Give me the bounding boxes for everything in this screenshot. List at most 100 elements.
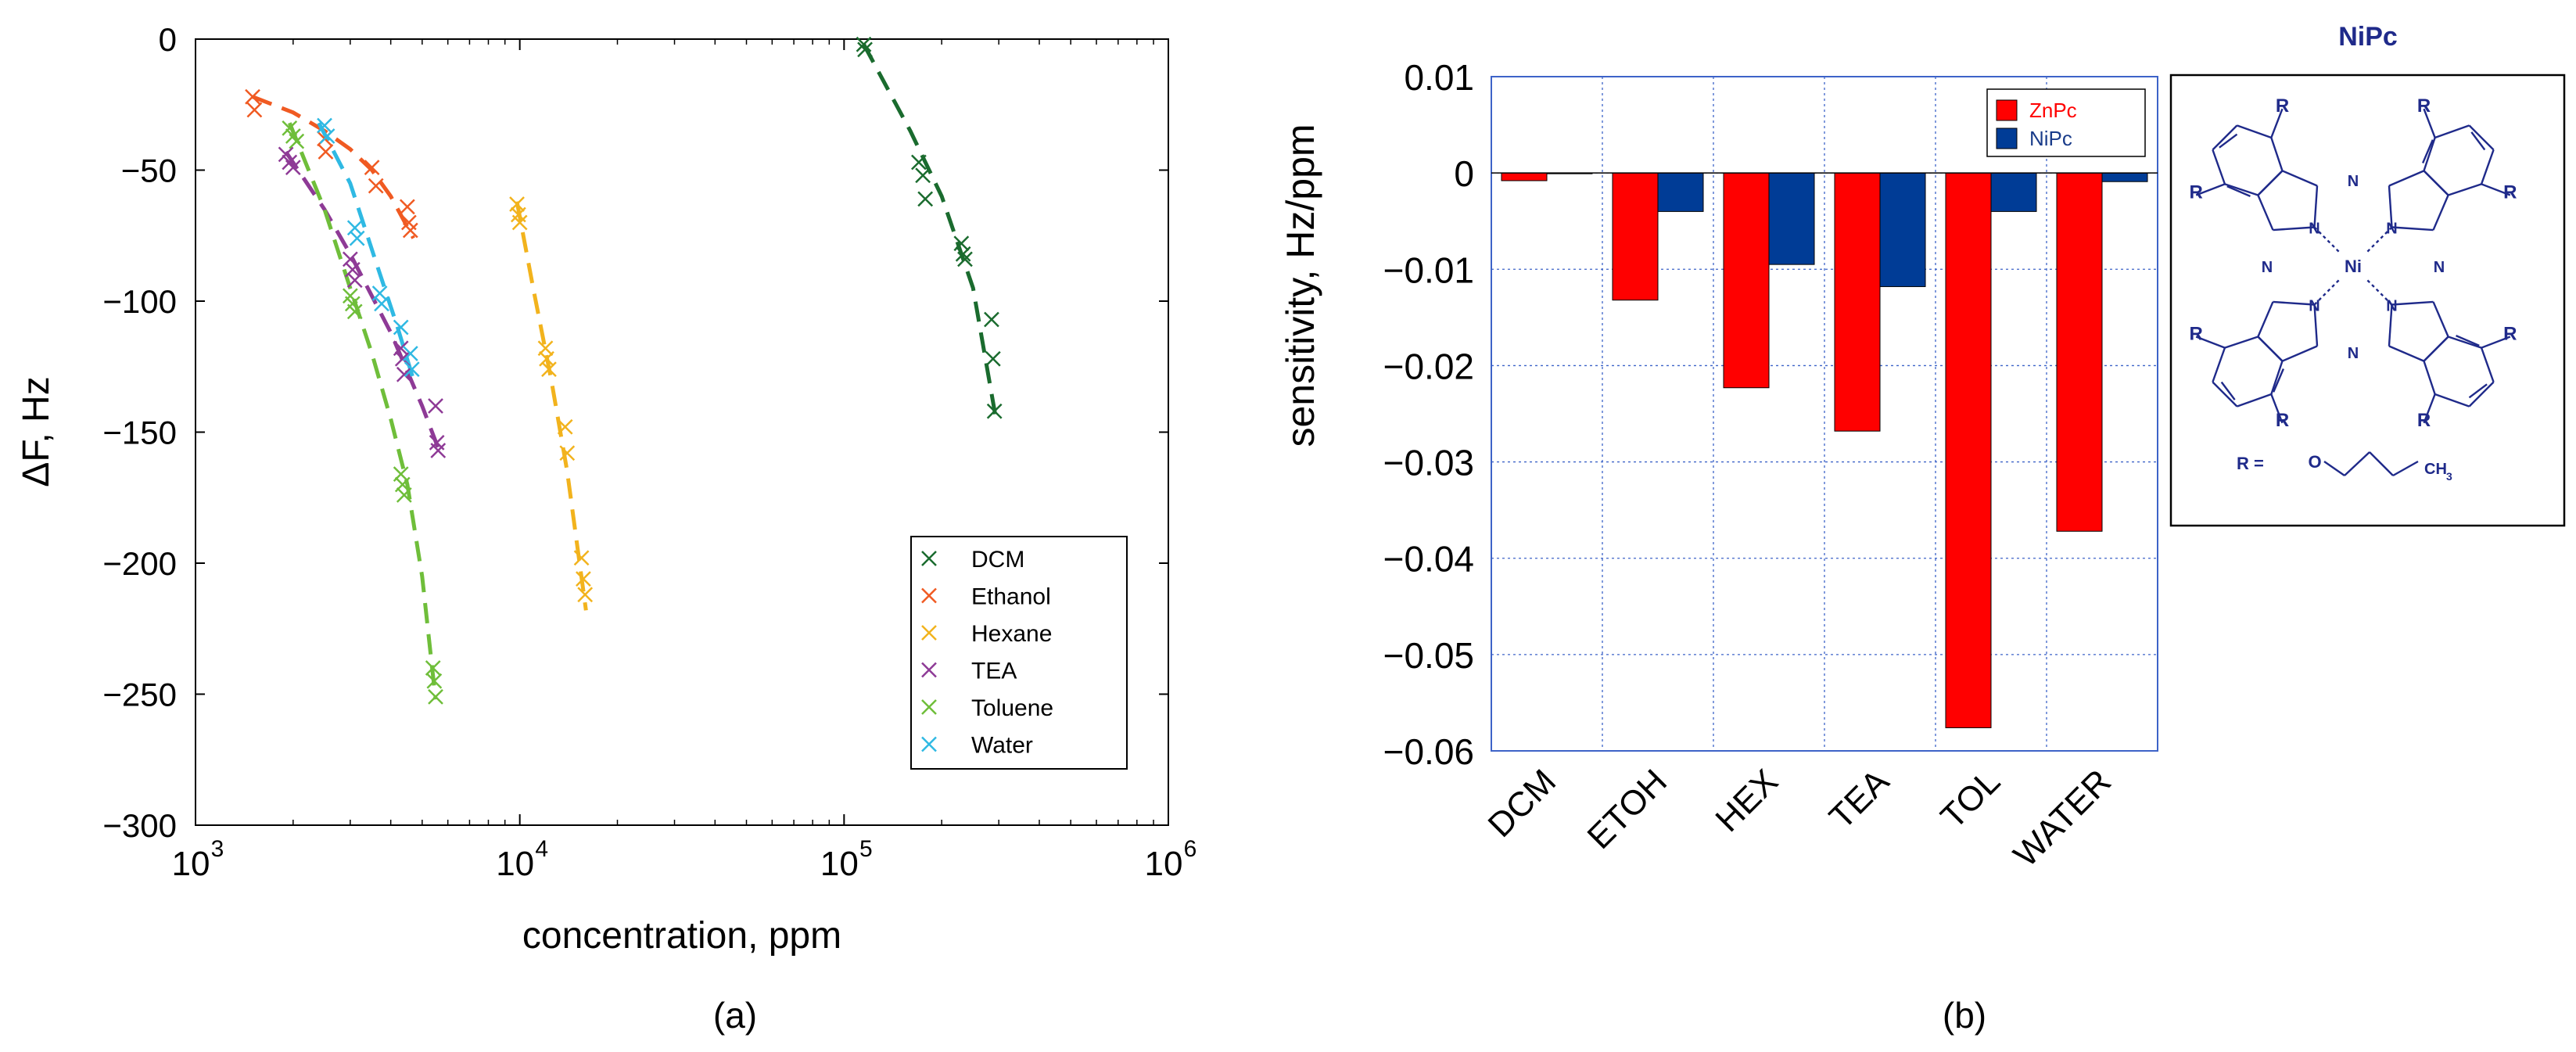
chart-a-x-tick-base: 10: [820, 845, 859, 883]
structure-bridge-n-label: N: [2348, 173, 2359, 190]
point-ethanol: [364, 160, 380, 176]
bond: [2391, 226, 2434, 232]
point-tea: [278, 146, 294, 163]
chart-b-bars: [1491, 172, 2158, 728]
fit-curve-ethanol: [252, 95, 415, 239]
point-hexane: [541, 361, 557, 377]
bond: [2237, 393, 2272, 408]
legend-label-tea: TEA: [971, 659, 1017, 684]
bar-znpc-tol: [1945, 172, 1992, 728]
bond: [2480, 149, 2495, 185]
structure-metal-label: Ni: [2345, 257, 2362, 276]
chart-a-y-tick-label: −100: [102, 283, 177, 320]
chart-a-legend-box: [910, 536, 1128, 770]
bond: [2480, 347, 2495, 382]
chart-b-y-tick-label: 0.01: [1404, 57, 1474, 98]
bar-nipc-tea: [1879, 172, 1926, 287]
chain-bond: [2392, 460, 2419, 477]
bond: [2423, 393, 2436, 424]
chart-b-plot-frame: [1491, 76, 2158, 752]
structure-n-label: N: [2386, 221, 2397, 238]
chart-a-x-tick-base: 10: [172, 845, 210, 883]
panel-label-b: (b): [1943, 995, 1986, 1036]
legend-swatch-nipc: [1996, 127, 2018, 149]
point-hexane: [557, 418, 573, 435]
legend-label-toluene: Toluene: [971, 695, 1053, 721]
point-dcm: [856, 36, 872, 52]
point-toluene: [428, 688, 443, 705]
bar-znpc-dcm: [1501, 172, 1548, 181]
chart-b-y-tick-label: −0.06: [1383, 731, 1474, 772]
chart-a-x-tick-base: 10: [496, 845, 534, 883]
legend-label-hexane: Hexane: [971, 621, 1052, 647]
point-dcm: [911, 154, 927, 171]
bond: [2448, 336, 2482, 349]
chain-bond: [2369, 451, 2394, 476]
legend-label-dcm: DCM: [971, 547, 1024, 573]
bond: [2388, 304, 2393, 346]
point-hexane: [577, 587, 594, 603]
point-water: [393, 319, 409, 336]
structure-n-label: N: [2386, 297, 2397, 314]
bond: [2212, 347, 2226, 382]
point-tea: [430, 443, 447, 458]
structure-r-label: R: [2503, 324, 2517, 345]
point-toluene: [426, 673, 443, 689]
bond: [2391, 300, 2434, 306]
bond: [2257, 336, 2284, 362]
bond: [2448, 183, 2482, 196]
bond: [2219, 133, 2238, 149]
point-hexane: [511, 214, 528, 231]
bond: [2468, 124, 2495, 151]
legend-marker-toluene: [921, 699, 937, 715]
bond: [2273, 226, 2315, 232]
structure-r-label: R: [2276, 95, 2289, 117]
bar-znpc-hex: [1723, 172, 1770, 389]
bond: [2226, 185, 2251, 198]
bond: [2313, 304, 2319, 346]
structure-substituent-prefix: R =: [2237, 454, 2264, 473]
point-water: [346, 220, 363, 236]
chart-b-x-tick-label: TOL: [1933, 762, 2007, 836]
chart-b-y-tick-label: −0.05: [1383, 635, 1474, 676]
bond: [2195, 183, 2226, 196]
structure-r-label: R: [2190, 181, 2203, 203]
chain-bond: [2323, 461, 2345, 476]
structure-oxygen-label: O: [2308, 452, 2321, 472]
chart-b-y-tick-label: −0.03: [1383, 443, 1474, 483]
chart-b-y-tick-label: 0: [1454, 153, 1474, 194]
legend-label-ethanol: Ethanol: [971, 584, 1051, 610]
fit-curve-water: [317, 122, 416, 381]
structure-r-label: R: [2503, 181, 2517, 203]
fit-curve-dcm: [862, 43, 999, 422]
bond: [2282, 170, 2318, 187]
point-tea: [342, 251, 358, 267]
fit-curve-hexane: [515, 201, 588, 611]
chart-b-y-tick-label: −0.01: [1383, 250, 1474, 290]
point-toluene: [289, 133, 305, 149]
chart-a-x-tick-label: 10 3: [172, 836, 224, 883]
structure-bridge-n-label: N: [2434, 259, 2445, 276]
bond: [2195, 336, 2226, 349]
point-water: [319, 128, 335, 144]
point-toluene: [346, 303, 363, 320]
fit-curve-tea: [284, 150, 440, 449]
bond: [2423, 137, 2436, 171]
chart-a-x-tick-exp: 3: [211, 836, 224, 862]
bond: [2468, 383, 2488, 399]
chart-a-y-tick-label: 0: [159, 21, 177, 58]
bar-znpc-etoh: [1612, 172, 1659, 301]
structure-r-label: R: [2276, 410, 2289, 431]
bond: [2220, 381, 2236, 400]
bond: [2273, 368, 2285, 393]
legend-label-nipc: NiPc: [2029, 127, 2072, 150]
legend-marker-tea: [921, 662, 937, 678]
structure-ch3-label: CH: [2424, 461, 2447, 478]
bond: [2388, 185, 2393, 228]
bond: [2388, 345, 2424, 362]
chart-a-legend: DCM Ethanol Hexane TEA Toluene Water: [910, 536, 1128, 770]
bond: [2273, 300, 2315, 306]
point-ethanol: [399, 199, 415, 215]
